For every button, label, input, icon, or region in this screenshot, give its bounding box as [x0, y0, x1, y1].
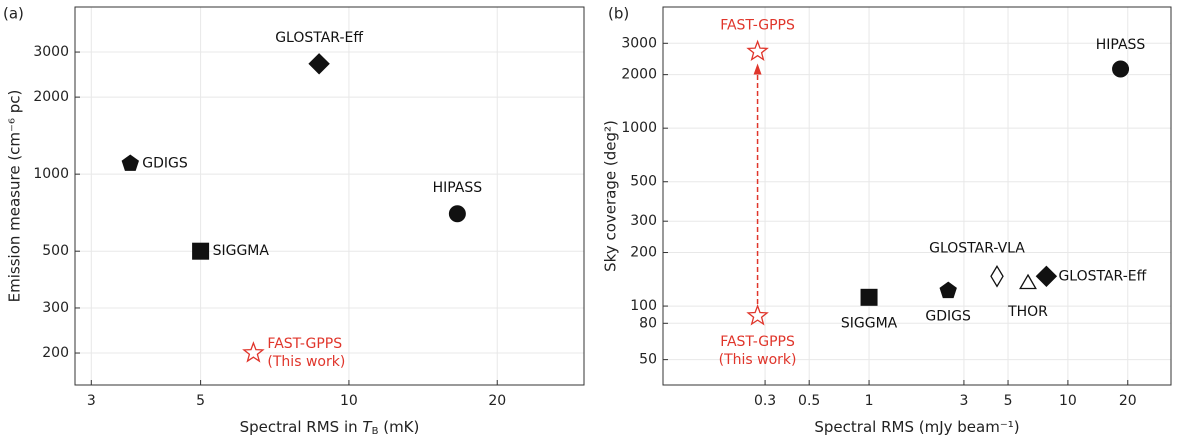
x-tick-label: 10 — [1059, 393, 1077, 409]
x-tick-label: 0.3 — [754, 393, 776, 409]
x-tick-label: 5 — [196, 393, 205, 409]
x-tick-label: 20 — [488, 393, 506, 409]
y-tick-label: 80 — [639, 315, 657, 331]
point-label: FAST-GPPS — [720, 334, 795, 350]
x-axis-label-part: Spectral RMS (mJy beam⁻¹) — [814, 418, 1019, 436]
x-axis-label-part: (mK) — [378, 418, 419, 436]
arrow-head — [753, 63, 762, 75]
marker — [192, 242, 210, 260]
point-label: HIPASS — [1096, 37, 1146, 53]
y-tick-label: 3000 — [621, 35, 657, 51]
x-axis-label-part: B — [372, 426, 379, 437]
y-tick-label: 200 — [630, 245, 657, 261]
y-tick-label: 500 — [630, 174, 657, 190]
x-axis-label: Spectral RMS in TB (mK) — [240, 418, 420, 438]
y-tick-label: 3000 — [33, 44, 69, 60]
plot-frame — [74, 6, 585, 386]
panel-label: (b) — [608, 5, 629, 23]
plot-area — [663, 7, 1171, 385]
point-label: FAST-GPPS — [720, 17, 795, 33]
x-tick-label: 20 — [1119, 393, 1137, 409]
marker — [990, 265, 1004, 288]
y-tick-label: 200 — [42, 345, 69, 361]
y-tick-label: 2000 — [33, 89, 69, 105]
point-note: (This work) — [267, 354, 345, 370]
marker — [746, 304, 769, 326]
point-note: (This work) — [719, 352, 797, 368]
point-label: GLOSTAR-Eff — [1058, 268, 1146, 284]
point-label: GDIGS — [142, 156, 188, 172]
point-label: THOR — [1007, 304, 1048, 320]
x-tick-label: 10 — [340, 393, 358, 409]
marker — [746, 39, 769, 61]
y-tick-label: 1000 — [621, 120, 657, 136]
point-label: SIGGMA — [841, 315, 898, 331]
plot-area — [75, 7, 584, 385]
marker — [242, 341, 265, 363]
y-tick-label: 1000 — [33, 166, 69, 182]
x-axis-label-part: T — [362, 418, 373, 436]
marker — [308, 53, 330, 75]
y-tick-label: 300 — [630, 213, 657, 229]
x-tick-label: 3 — [87, 393, 96, 409]
point-label: GLOSTAR-VLA — [929, 240, 1025, 256]
marker — [860, 288, 878, 306]
y-tick-label: 500 — [42, 243, 69, 259]
y-tick-label: 100 — [630, 298, 657, 314]
x-tick-label: 3 — [959, 393, 968, 409]
plot-frame — [662, 6, 1172, 386]
x-tick-label: 0.5 — [798, 393, 820, 409]
y-tick-label: 300 — [42, 300, 69, 316]
panel-label: (a) — [3, 5, 24, 23]
marker — [121, 154, 139, 171]
y-axis-label: Sky coverage (deg²) — [602, 120, 620, 272]
x-axis-label-part: Spectral RMS in — [240, 418, 363, 436]
y-tick-label: 2000 — [621, 67, 657, 83]
point-label: HIPASS — [433, 180, 483, 196]
x-tick-label: 1 — [865, 393, 874, 409]
point-label: SIGGMA — [213, 243, 270, 259]
point-label: FAST-GPPS — [267, 336, 342, 352]
y-tick-label: 50 — [639, 352, 657, 368]
marker — [1035, 265, 1058, 288]
marker — [1019, 273, 1037, 290]
marker — [1112, 60, 1130, 78]
point-label: GDIGS — [925, 309, 971, 325]
marker — [448, 205, 466, 223]
x-axis-label: Spectral RMS (mJy beam⁻¹) — [814, 418, 1019, 436]
point-label: GLOSTAR-Eff — [275, 30, 363, 46]
x-tick-label: 5 — [1004, 393, 1013, 409]
y-axis-label: Emission measure (cm⁻⁶ pc) — [6, 90, 24, 303]
marker — [939, 281, 957, 299]
